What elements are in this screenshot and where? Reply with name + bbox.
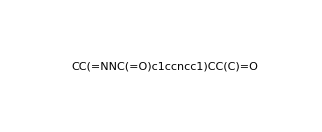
Text: CC(=NNC(=O)c1ccncc1)CC(C)=O: CC(=NNC(=O)c1ccncc1)CC(C)=O [71, 62, 259, 72]
